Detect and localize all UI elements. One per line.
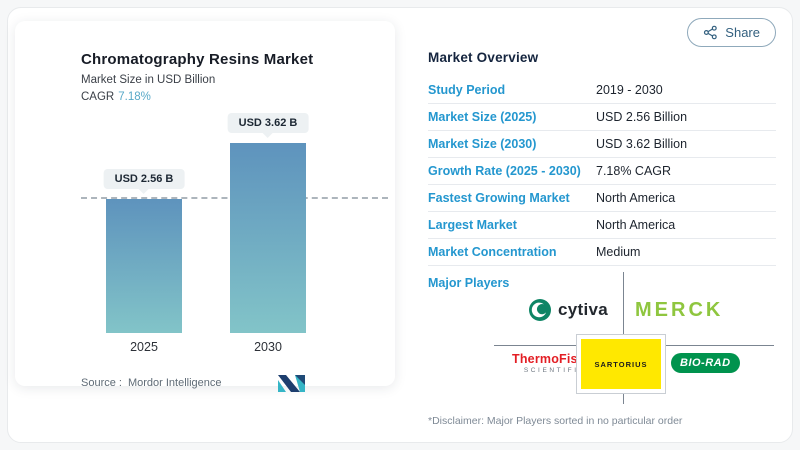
major-players-grid: cytiva MERCK ThermoFisher SCIENTIFIC SAR…: [428, 272, 776, 404]
bar-chart: USD 2.56 B USD 3.62 B: [81, 113, 388, 333]
table-row: Market Size (2030) USD 3.62 Billion: [428, 131, 776, 158]
share-icon: [703, 25, 718, 40]
cagr-value: 7.18%: [118, 91, 151, 103]
merck-logo: MERCK: [635, 299, 724, 321]
cytiva-icon: [529, 299, 551, 321]
row-value: North America: [596, 191, 676, 205]
x-axis: 2025 2030: [81, 340, 388, 358]
table-row: Study Period 2019 - 2030: [428, 77, 776, 104]
bar-2025: USD 2.56 B: [103, 169, 185, 333]
x-tick-2030: 2030: [254, 340, 282, 354]
sartorius-wordmark: SARTORIUS: [581, 339, 661, 389]
cytiva-logo: cytiva: [529, 299, 608, 321]
row-value: USD 3.62 Billion: [596, 137, 688, 151]
disclaimer-text: *Disclaimer: Major Players sorted in no …: [428, 415, 683, 427]
cagr-label: CAGR: [81, 91, 115, 103]
bar-2030-value-label: USD 3.62 B: [227, 113, 309, 133]
table-row: Growth Rate (2025 - 2030) 7.18% CAGR: [428, 158, 776, 185]
source-label: Source :: [81, 376, 122, 389]
row-label: Market Size (2030): [428, 137, 537, 151]
chart-title: Chromatography Resins Market: [81, 51, 314, 68]
row-label: Market Size (2025): [428, 110, 537, 124]
sartorius-logo: SARTORIUS: [576, 334, 666, 394]
source-value: Mordor Intelligence: [127, 376, 222, 389]
cytiva-wordmark: cytiva: [558, 300, 609, 319]
row-label: Fastest Growing Market: [428, 191, 570, 205]
share-button-label: Share: [725, 25, 760, 40]
row-value: North America: [596, 218, 676, 232]
table-row: Largest Market North America: [428, 212, 776, 239]
table-row: Market Size (2025) USD 2.56 Billion: [428, 104, 776, 131]
chart-subtitle: Market Size in USD Billion: [81, 74, 216, 86]
row-value: 2019 - 2030: [596, 83, 663, 97]
row-value: Medium: [596, 245, 641, 259]
row-value: 7.18% CAGR: [596, 164, 672, 178]
row-label: Largest Market: [428, 218, 517, 232]
overview-table: Study Period 2019 - 2030 Market Size (20…: [428, 77, 776, 266]
bar-2030: USD 3.62 B: [227, 113, 309, 333]
thermofisher-scientific-text: SCIENTIFIC: [523, 367, 586, 374]
major-players-label: Major Players: [428, 276, 510, 290]
row-value: USD 2.56 Billion: [596, 110, 688, 124]
source-row: Source : Mordor Intelligence: [81, 373, 395, 392]
bar-2025-value-label: USD 2.56 B: [103, 169, 185, 189]
mordor-intelligence-logo-icon: [277, 373, 306, 392]
table-row: Market Concentration Medium: [428, 239, 776, 266]
cagr-row: CAGR 7.18%: [81, 91, 395, 103]
x-tick-2025: 2025: [130, 340, 158, 354]
table-row: Fastest Growing Market North America: [428, 185, 776, 212]
report-card: Share Chromatography Resins Market Marke…: [7, 7, 793, 443]
biorad-logo: BIO-RAD: [671, 353, 740, 373]
overview-heading: Market Overview: [428, 50, 539, 65]
market-overview-panel: Market Overview Study Period 2019 - 2030…: [428, 8, 778, 442]
row-label: Study Period: [428, 83, 506, 97]
chart-card: Chromatography Resins Market Market Size…: [15, 21, 395, 392]
row-label: Growth Rate (2025 - 2030): [428, 164, 581, 178]
share-button[interactable]: Share: [687, 18, 776, 47]
row-label: Market Concentration: [428, 245, 557, 259]
